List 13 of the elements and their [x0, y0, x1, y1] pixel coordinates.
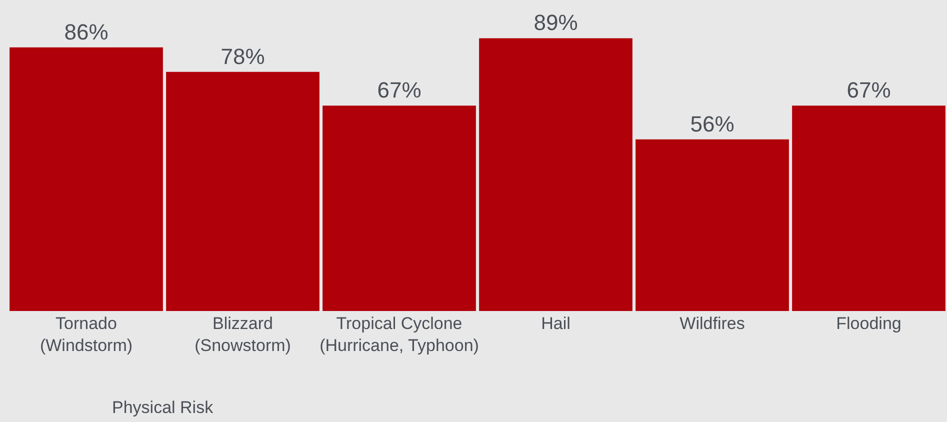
- data-label: 67%: [846, 78, 891, 103]
- x-tick-label: Wildfires: [680, 314, 745, 333]
- data-label: 67%: [377, 78, 422, 103]
- x-tick-label: Flooding: [836, 314, 902, 333]
- x-tick-label: Tornado (Windstorm): [40, 314, 133, 356]
- data-label: 89%: [534, 10, 578, 36]
- x-tick-label: Blizzard (Snowstorm): [194, 314, 291, 356]
- text: Physical Risk: [112, 398, 214, 417]
- data-label: 56%: [690, 111, 734, 136]
- x-tick-label: Hail: [541, 314, 570, 333]
- x-tick-label: Tropical Cyclone (Hurricane, Typhoon): [320, 314, 479, 356]
- data-label: 86%: [64, 19, 108, 44]
- data-label: 78%: [220, 44, 265, 69]
